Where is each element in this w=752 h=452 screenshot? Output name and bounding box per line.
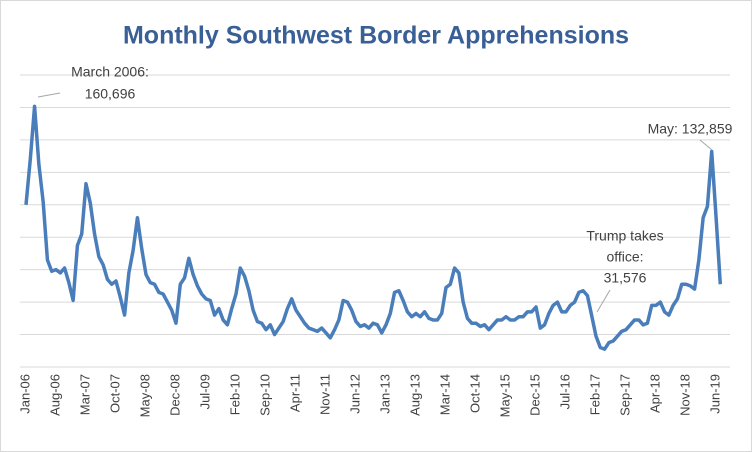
x-tick-label: Oct-14 (467, 374, 482, 413)
annotation-leader (699, 139, 713, 151)
x-tick-label: Dec-08 (167, 374, 182, 416)
annotation-leader (596, 289, 611, 313)
annotation: May: 132,859 (648, 121, 733, 137)
annotation-leader (37, 92, 61, 98)
x-tick-label: Aug-06 (47, 374, 62, 416)
x-tick-label: Jun-19 (707, 374, 722, 414)
annotation: March 2006: (71, 64, 149, 80)
x-tick-label: Apr-11 (287, 374, 302, 412)
annotation: 160,696 (85, 86, 136, 102)
x-tick-label: Mar-07 (77, 374, 92, 415)
x-tick-label: May-08 (137, 374, 152, 417)
x-tick-label: Aug-13 (407, 374, 422, 416)
x-tick-label: Sep-10 (257, 374, 272, 416)
x-tick-label: Apr-18 (647, 374, 662, 413)
x-tick-label: Jan-06 (17, 374, 32, 414)
x-tick-label: Mar-14 (437, 374, 452, 415)
x-tick-label: Jun-12 (347, 374, 362, 414)
x-tick-label: Jul-09 (197, 374, 212, 409)
series-line (24, 104, 723, 351)
annotation: Trump takes (586, 228, 663, 244)
x-tick-label: Oct-07 (107, 374, 122, 413)
chart-title: Monthly Southwest Border Apprehensions (123, 22, 629, 50)
x-tick-label: Dec-15 (527, 374, 542, 416)
annotation: office: (606, 249, 643, 265)
annotation: 31,576 (604, 270, 647, 286)
x-tick-label: Feb-10 (227, 374, 242, 415)
x-tick-label: Nov-18 (677, 374, 692, 416)
x-tick-label: Feb-17 (587, 374, 602, 415)
x-tick-label: Jul-16 (557, 374, 572, 409)
x-tick-label: Jan-13 (377, 374, 392, 414)
x-tick-label: Sep-17 (617, 374, 632, 416)
x-tick-label: May-15 (497, 374, 512, 417)
x-tick-label: Nov-11 (317, 374, 332, 415)
